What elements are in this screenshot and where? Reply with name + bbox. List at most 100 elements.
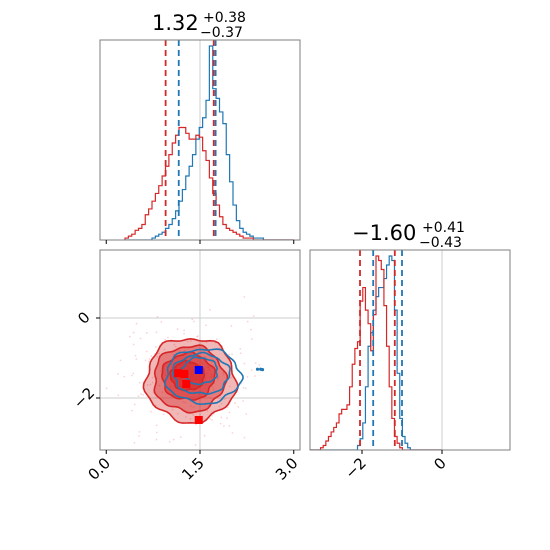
- cloud-point: [205, 324, 207, 327]
- cloud-point: [219, 422, 222, 425]
- cloud-point: [194, 444, 197, 447]
- cloud-point: [220, 416, 223, 419]
- cloud-point: [243, 295, 246, 298]
- cloud-point: [211, 414, 213, 417]
- cloud-point: [155, 438, 158, 441]
- cloud-point: [204, 355, 207, 358]
- cloud-point: [158, 384, 161, 387]
- cloud-point: [215, 338, 218, 341]
- cloud-point: [154, 345, 157, 348]
- cloud-point: [176, 412, 179, 415]
- cloud-point: [185, 416, 187, 418]
- title-0-plus: +0.38: [203, 10, 246, 26]
- cloud-point: [146, 384, 149, 386]
- cloud-point: [178, 350, 181, 352]
- cloud-point: [193, 320, 195, 323]
- cloud-point: [230, 324, 233, 327]
- cloud-point: [192, 414, 195, 416]
- panel-1-title: −1.60 +0.41 −0.43: [352, 220, 465, 251]
- x-tick-label: 0: [430, 454, 449, 473]
- cloud-point: [228, 353, 230, 356]
- cloud-point: [164, 339, 167, 341]
- cloud-point: [239, 348, 242, 350]
- title-0-value: 1.32: [152, 11, 199, 35]
- cloud-point: [231, 353, 233, 356]
- cloud-point: [184, 401, 187, 404]
- cloud-point: [178, 456, 180, 458]
- cloud-point: [147, 360, 150, 363]
- cloud-point: [144, 359, 147, 362]
- cloud-point: [250, 338, 253, 340]
- histogram-param-1: [310, 250, 443, 450]
- cloud-point: [183, 349, 186, 352]
- cloud-point: [218, 405, 221, 408]
- cloud-point: [134, 354, 137, 357]
- cloud-point: [159, 370, 162, 372]
- cloud-point: [150, 355, 153, 358]
- cloud-point: [234, 402, 236, 404]
- cloud-point: [174, 345, 177, 348]
- cloud-point: [211, 385, 214, 388]
- cloud-point: [246, 376, 249, 378]
- red-marker-1: [182, 380, 191, 388]
- cloud-point: [242, 386, 245, 389]
- cloud-point: [145, 350, 148, 353]
- cloud-point: [231, 431, 234, 434]
- red-marker-3: [194, 416, 203, 424]
- cloud-point: [45, 343, 47, 345]
- x-tick-label: 1.5: [178, 454, 208, 484]
- hist-series-red: [310, 255, 442, 450]
- cloud-point: [212, 388, 215, 391]
- cloud-point: [117, 394, 120, 397]
- cloud-point: [172, 438, 175, 441]
- cloud-point: [132, 343, 135, 346]
- cloud-point: [142, 393, 145, 396]
- y-tick-label: −2: [70, 384, 98, 412]
- cloud-point: [130, 374, 133, 377]
- cloud-point: [150, 410, 152, 413]
- cloud-point: [192, 406, 195, 408]
- x-tick-label: 3.0: [272, 454, 302, 484]
- cloud-point: [208, 396, 211, 399]
- cloud-point: [226, 417, 228, 419]
- x-tick-label: −2: [341, 454, 369, 482]
- cloud-point: [180, 505, 182, 507]
- title-1-minus: −0.43: [419, 235, 462, 251]
- cloud-point: [250, 369, 253, 371]
- cloud-point: [119, 359, 122, 362]
- cloud-point: [206, 409, 209, 412]
- cloud-point: [117, 373, 119, 375]
- cloud-point: [244, 387, 247, 390]
- cloud-point: [243, 436, 246, 439]
- cloud-point: [220, 402, 223, 405]
- cloud-point: [176, 328, 179, 330]
- cloud-point: [210, 361, 213, 363]
- cloud-point: [239, 352, 242, 355]
- title-1-value: −1.60: [352, 221, 416, 245]
- cloud-point: [237, 405, 240, 408]
- cloud-point: [151, 381, 154, 384]
- cloud-point: [228, 385, 231, 388]
- cloud-point: [132, 331, 135, 334]
- cloud-point: [171, 408, 174, 411]
- cloud-point: [190, 404, 192, 407]
- cloud-point: [243, 362, 246, 365]
- cloud-point: [140, 393, 142, 395]
- cloud-point: [245, 413, 248, 415]
- cloud-point: [179, 436, 182, 439]
- cloud-point: [183, 332, 185, 335]
- cloud-point: [196, 335, 199, 338]
- cloud-point: [162, 413, 165, 416]
- cloud-point: [149, 383, 152, 386]
- cloud-point: [217, 375, 220, 378]
- cloud-point: [254, 362, 257, 364]
- cloud-point: [222, 373, 225, 376]
- cloud-point: [191, 318, 194, 320]
- cloud-point: [163, 348, 166, 351]
- cloud-point: [228, 424, 231, 427]
- red-marker-0: [174, 369, 183, 378]
- cloud-point: [130, 409, 133, 412]
- y-tick-label: 0: [74, 308, 93, 327]
- scatter-param-0-vs-1: [45, 250, 300, 507]
